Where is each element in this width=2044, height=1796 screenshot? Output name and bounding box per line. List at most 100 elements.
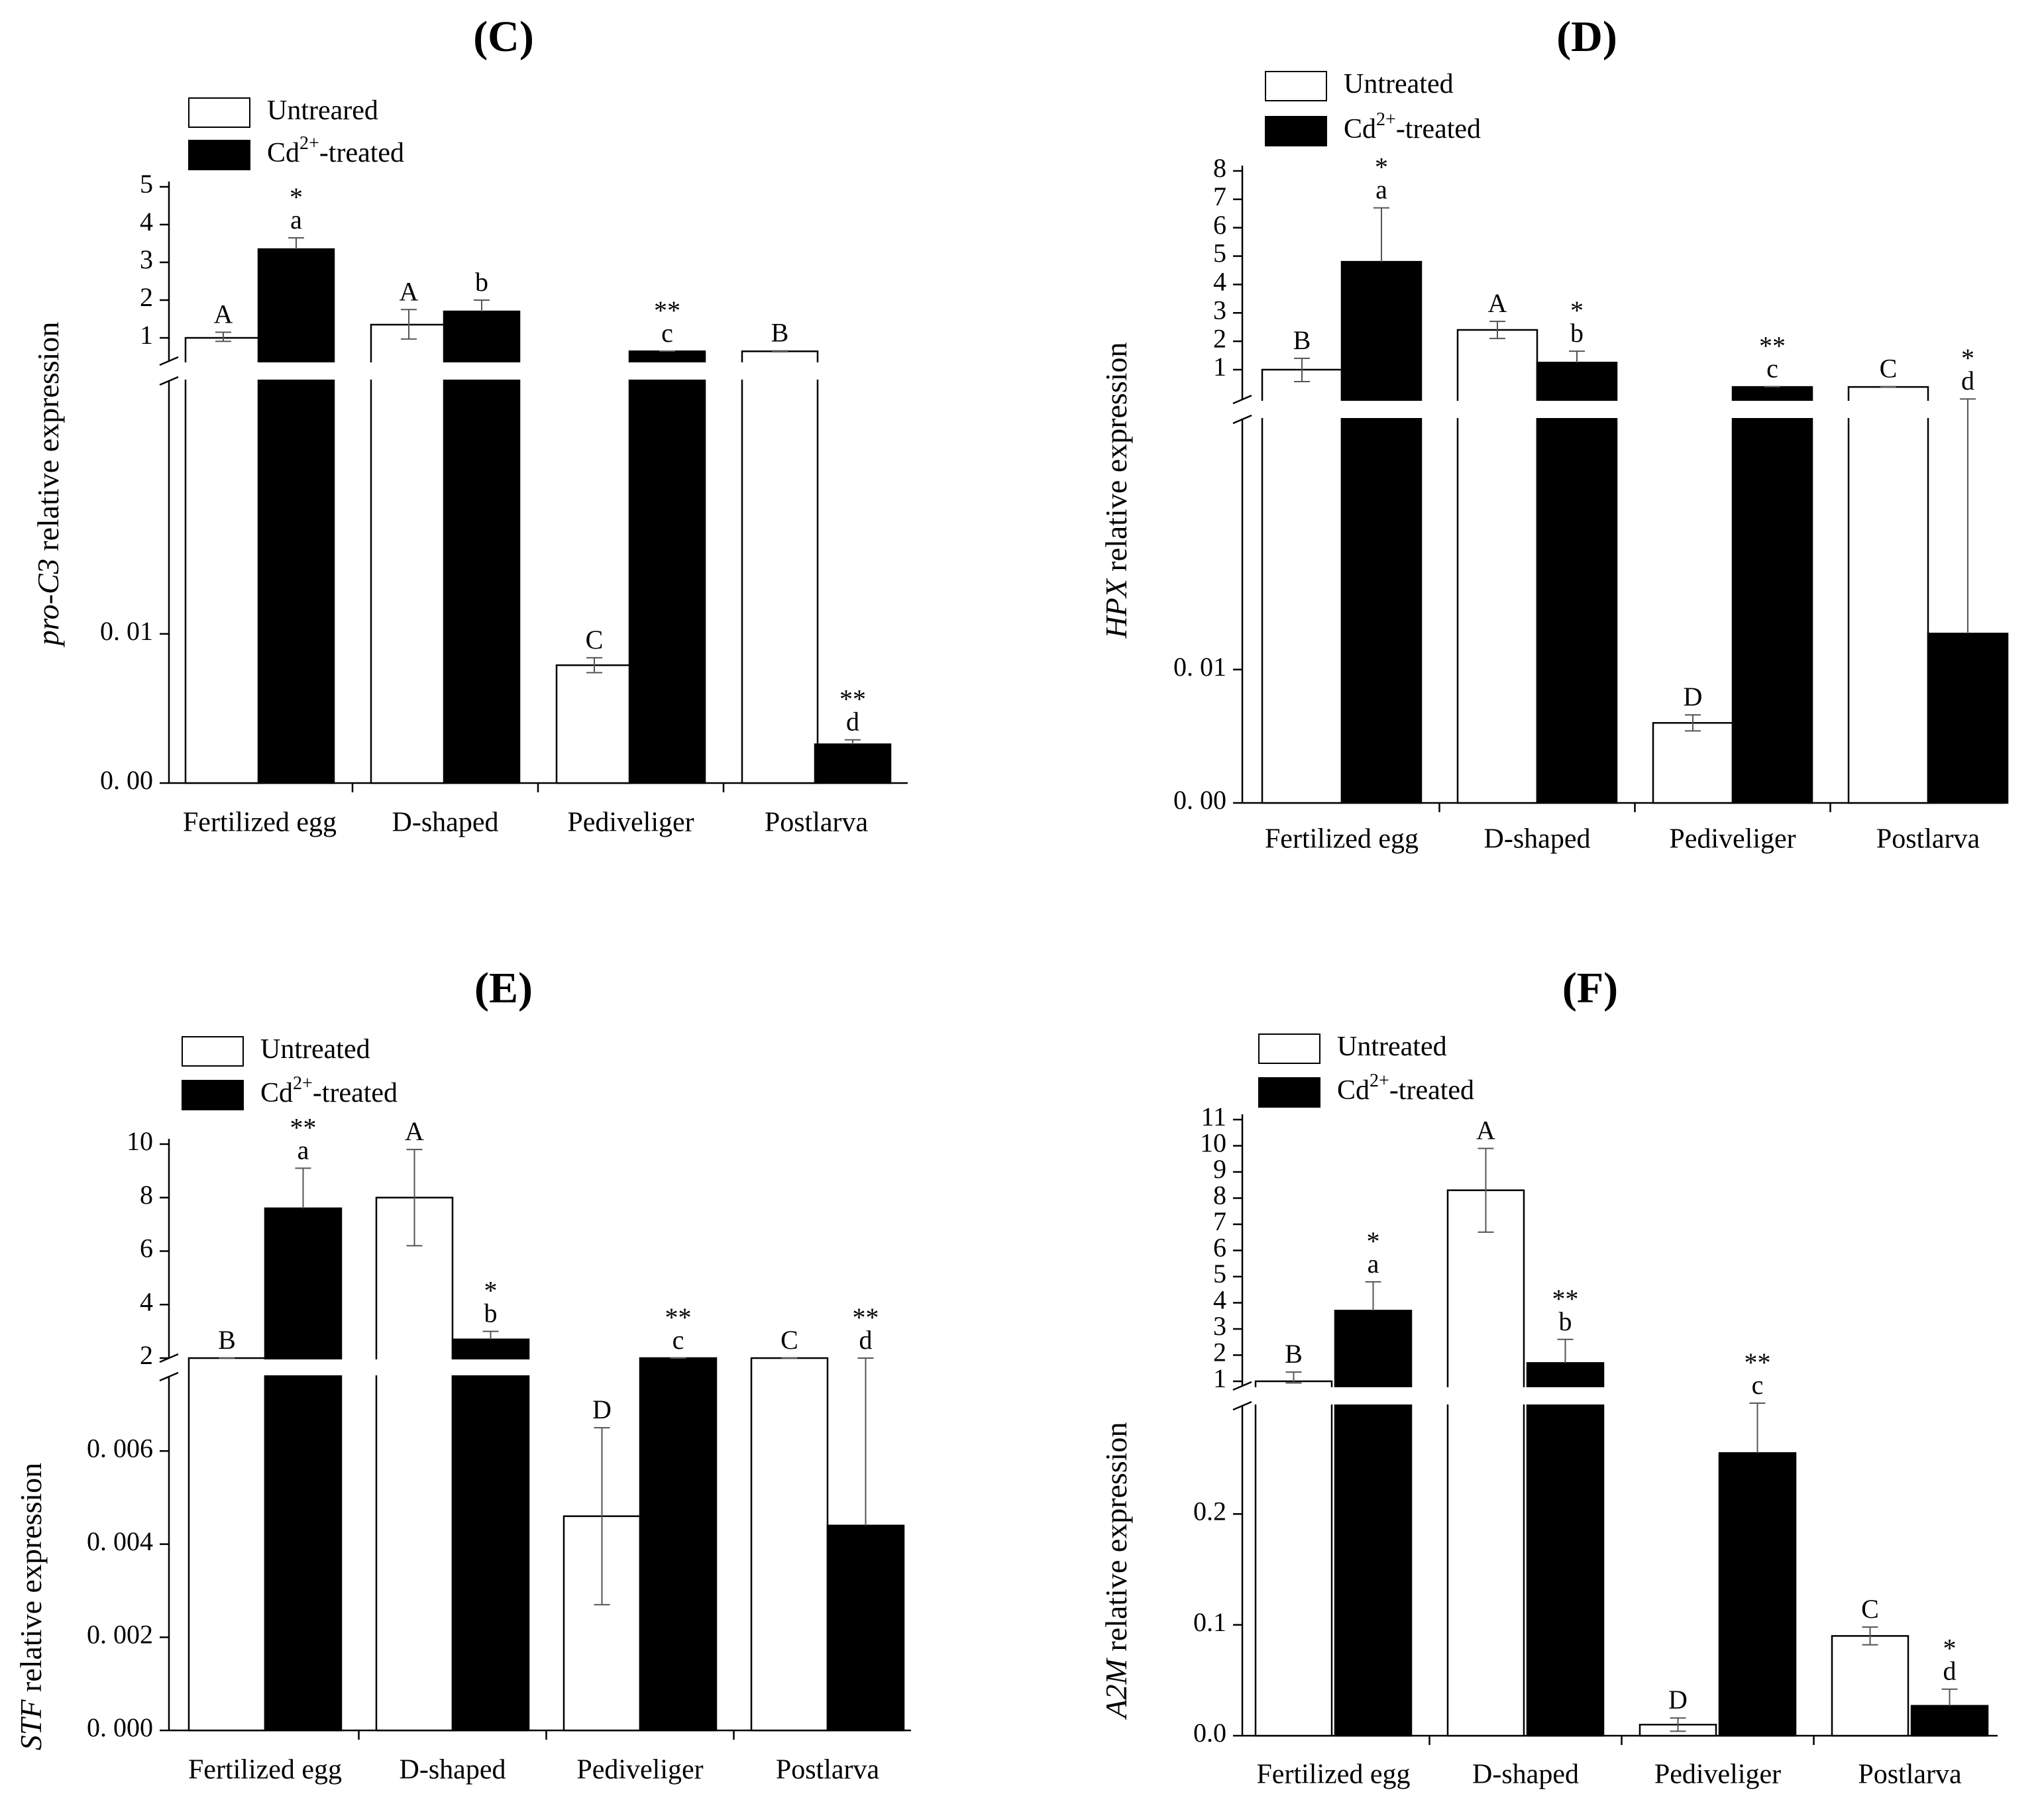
bar: [1847, 386, 1929, 804]
y-tick-label: 10: [127, 1126, 153, 1156]
y-tick-label: 4: [1213, 267, 1226, 297]
bar-break-gap: [1847, 401, 1930, 418]
bar-break-gap: [1446, 1387, 1526, 1404]
panel-d: (D) Untreated Cd2+-treated 0. 00 0. 01 123456…: [1099, 13, 2009, 855]
bar: [628, 350, 706, 784]
bar-break-gap: [374, 1359, 455, 1375]
bar: [375, 1196, 454, 1732]
axis-break-mark: [159, 356, 179, 366]
axis-break-mark: [1232, 414, 1252, 425]
y-tick-label: 9: [1213, 1154, 1226, 1184]
bar-break-gap: [1254, 1387, 1334, 1404]
significance-letter: B: [218, 1325, 236, 1355]
legend-swatch: [1258, 1077, 1320, 1108]
bar: [741, 350, 819, 784]
x-category-label: D-shaped: [1484, 824, 1591, 855]
significance-stars: **: [1745, 1347, 1771, 1377]
y-tick-label: 0. 01: [100, 616, 153, 646]
significance-stars: **: [1552, 1284, 1579, 1314]
significance-letter: A: [214, 299, 233, 329]
x-category-label: Pediveliger: [1669, 824, 1796, 855]
legend-label: Cd2+-treated: [260, 1073, 398, 1108]
bar: [188, 1357, 266, 1732]
x-category-label: Fertilized egg: [183, 808, 337, 838]
legend-swatch: [188, 140, 250, 170]
x-category-label: D-shaped: [1472, 1760, 1579, 1790]
y-tick-label: 6: [140, 1234, 153, 1263]
significance-letter: B: [1285, 1339, 1303, 1369]
significance-letter: a: [1375, 175, 1387, 205]
significance-stars: **: [665, 1302, 692, 1332]
significance-letter: c: [1766, 354, 1778, 384]
bar: [1526, 1362, 1605, 1737]
y-tick-label: 0.1: [1193, 1607, 1226, 1637]
bar-break-gap: [1456, 401, 1539, 418]
y-tick-label: 7: [1213, 182, 1226, 211]
legend-label: Cd2+-treated: [1344, 109, 1481, 144]
bar: [1910, 1705, 1989, 1737]
bar-break-gap: [1525, 1387, 1605, 1404]
significance-letter: D: [1668, 1685, 1688, 1715]
bar: [443, 310, 521, 784]
panel-title: (D): [1556, 13, 1617, 61]
significance-letter: b: [475, 267, 488, 297]
bar: [639, 1357, 718, 1732]
x-category-label: Pediveliger: [567, 808, 694, 838]
significance-stars: *: [484, 1276, 498, 1306]
y-tick-label: 0. 000: [87, 1713, 153, 1742]
legend-swatch: [182, 1036, 244, 1067]
significance-stars: *: [1375, 152, 1388, 182]
y-tick-label: 5: [1213, 1259, 1226, 1289]
x-category-label: Postlarva: [776, 1755, 880, 1785]
significance-letter: C: [1880, 354, 1898, 384]
y-tick-label: 8: [1213, 1181, 1226, 1210]
legend-label: Untreared: [267, 95, 378, 126]
bar: [826, 1524, 905, 1732]
y-tick-label: 2: [1213, 1338, 1226, 1367]
x-category-label: Postlarva: [1858, 1760, 1962, 1790]
axis-break-mark: [1232, 1381, 1252, 1391]
legend-swatch: [1265, 71, 1327, 101]
bar: [814, 743, 892, 784]
y-axis-label: A2M relative expression: [1099, 1422, 1133, 1720]
bar: [451, 1338, 530, 1732]
legend-label: Cd2+-treated: [1337, 1071, 1474, 1106]
axis-break-mark: [1232, 1400, 1252, 1411]
significance-letter: C: [1861, 1594, 1879, 1624]
significance-stars: **: [290, 1112, 317, 1142]
bar-break-gap: [1535, 401, 1619, 418]
x-category-label: Fertilized egg: [1256, 1760, 1410, 1790]
significance-letter: a: [290, 205, 302, 235]
significance-letter: A: [1488, 288, 1507, 318]
significance-letter: A: [400, 276, 419, 306]
significance-letter: a: [1368, 1249, 1379, 1279]
significance-letter: A: [1476, 1115, 1495, 1145]
legend-swatch: [188, 97, 250, 128]
y-tick-label: 3: [140, 244, 153, 274]
y-axis-label: HPX relative expression: [1099, 342, 1133, 639]
bar-break-gap: [740, 362, 820, 380]
bar-break-gap: [627, 362, 707, 380]
bar: [184, 337, 262, 784]
bar-break-gap: [1260, 401, 1344, 418]
bar-break-gap: [1731, 401, 1814, 418]
significance-letter: b: [1570, 318, 1584, 348]
significance-letter: d: [1961, 366, 1974, 396]
bar: [1652, 721, 1734, 804]
axis-break-mark: [159, 376, 179, 386]
significance-letter: A: [405, 1116, 424, 1146]
significance-stars: *: [1961, 343, 1974, 373]
y-tick-label: 10: [1200, 1128, 1226, 1158]
x-category-label: Pediveliger: [1654, 1760, 1781, 1790]
y-tick-label: 1: [140, 320, 153, 350]
y-tick-label: 4: [140, 1287, 153, 1316]
y-tick-label: 8: [1213, 153, 1226, 183]
x-category-label: Postlarva: [765, 808, 869, 838]
legend-swatch: [1258, 1033, 1320, 1064]
y-tick-label: 0. 01: [1173, 652, 1226, 682]
bar-break-gap: [369, 362, 449, 380]
significance-letter: d: [859, 1325, 873, 1355]
x-category-label: Fertilized egg: [1265, 824, 1419, 855]
panel-title: (C): [473, 13, 534, 61]
significance-letter: B: [771, 318, 789, 348]
